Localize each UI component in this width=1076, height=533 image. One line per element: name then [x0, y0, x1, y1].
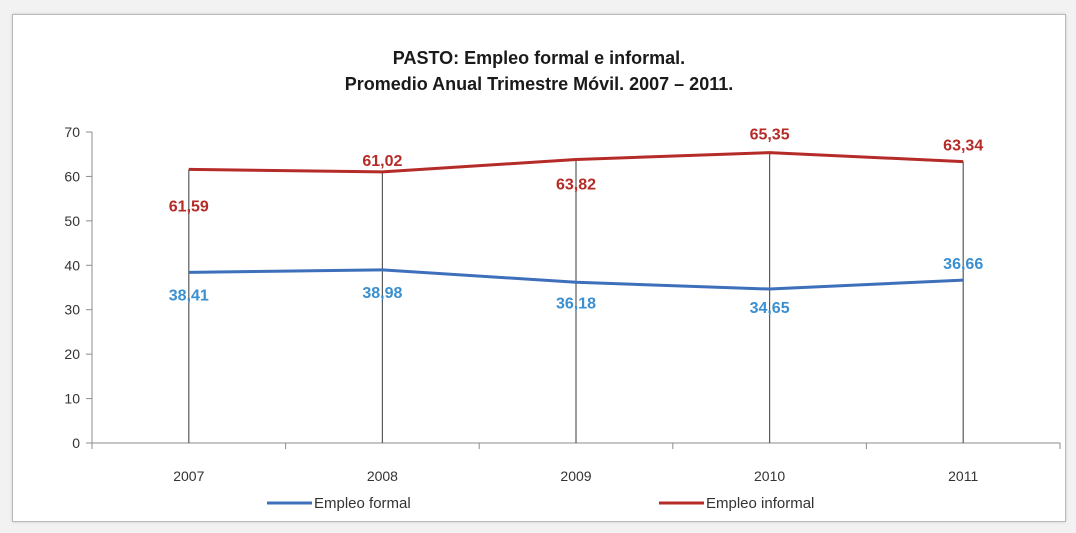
y-tick-label: 0 — [72, 435, 80, 451]
data-label: 34,65 — [750, 300, 790, 317]
data-label: 38,41 — [169, 287, 209, 304]
line-chart: 0 10 20 30 40 50 60 70 2007 2008 2009 2010 2011 38,41… — [64, 124, 1061, 512]
y-tick-label: 60 — [64, 168, 80, 184]
x-tick-label: 2009 — [560, 468, 591, 484]
x-tick-label: 2007 — [173, 468, 204, 484]
data-label: 63,82 — [556, 176, 596, 193]
chart-title: PASTO: Empleo formal e informal. Promedi… — [13, 45, 1065, 97]
legend-label-empleo-formal: Empleo formal — [314, 495, 411, 512]
chart-title-line1: PASTO: Empleo formal e informal. — [392, 48, 686, 68]
series-line-empleo-formal — [188, 268, 964, 291]
x-tick-label: 2008 — [367, 468, 398, 484]
y-tick-label: 50 — [64, 213, 80, 229]
data-label: 36,18 — [556, 295, 596, 312]
y-tick-label: 30 — [64, 302, 80, 318]
series-line-empleo-informal — [188, 151, 964, 174]
data-label: 36,66 — [943, 256, 983, 273]
y-tick-label: 10 — [64, 391, 80, 407]
chart-title-line2: Promedio Anual Trimestre Móvil. 2007 – 2… — [344, 74, 734, 94]
data-label: 38,98 — [362, 285, 402, 302]
y-tick-label: 20 — [64, 346, 80, 362]
data-label: 63,34 — [943, 138, 983, 155]
data-label: 61,59 — [169, 198, 209, 215]
data-label: 61,02 — [362, 153, 402, 170]
y-tick-label: 40 — [64, 257, 80, 273]
x-tick-label: 2011 — [948, 468, 978, 484]
data-label: 65,35 — [750, 127, 790, 144]
chart-frame: PASTO: Empleo formal e informal. Promedi… — [12, 14, 1066, 522]
legend-label-empleo-informal: Empleo informal — [706, 495, 814, 512]
x-tick-label: 2010 — [754, 468, 785, 484]
y-tick-label: 70 — [64, 124, 80, 140]
